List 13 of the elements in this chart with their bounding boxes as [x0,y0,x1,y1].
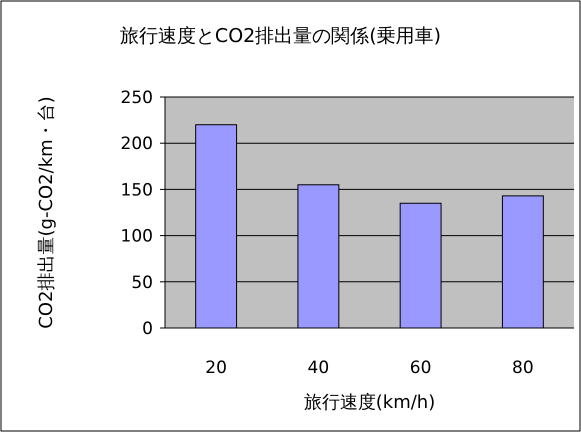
x-axis-title: 旅行速度(km/h) [304,392,436,413]
y-axis-title: CO2排出量(g-CO2/km・台) [36,96,57,329]
x-tick-label: 20 [205,358,227,378]
x-tick-label: 80 [512,358,534,378]
y-tick-label: 150 [120,180,153,200]
y-tick-label: 200 [120,134,153,154]
x-tick-label: 40 [308,358,330,378]
y-tick-label: 100 [120,226,153,247]
x-tick-label: 60 [410,358,432,378]
y-tick-label: 250 [120,88,153,108]
y-tick-label: 50 [131,272,153,293]
chart-title: 旅行速度とCO2排出量の関係(乗用車) [120,25,442,47]
y-tick-label: 0 [142,319,153,339]
